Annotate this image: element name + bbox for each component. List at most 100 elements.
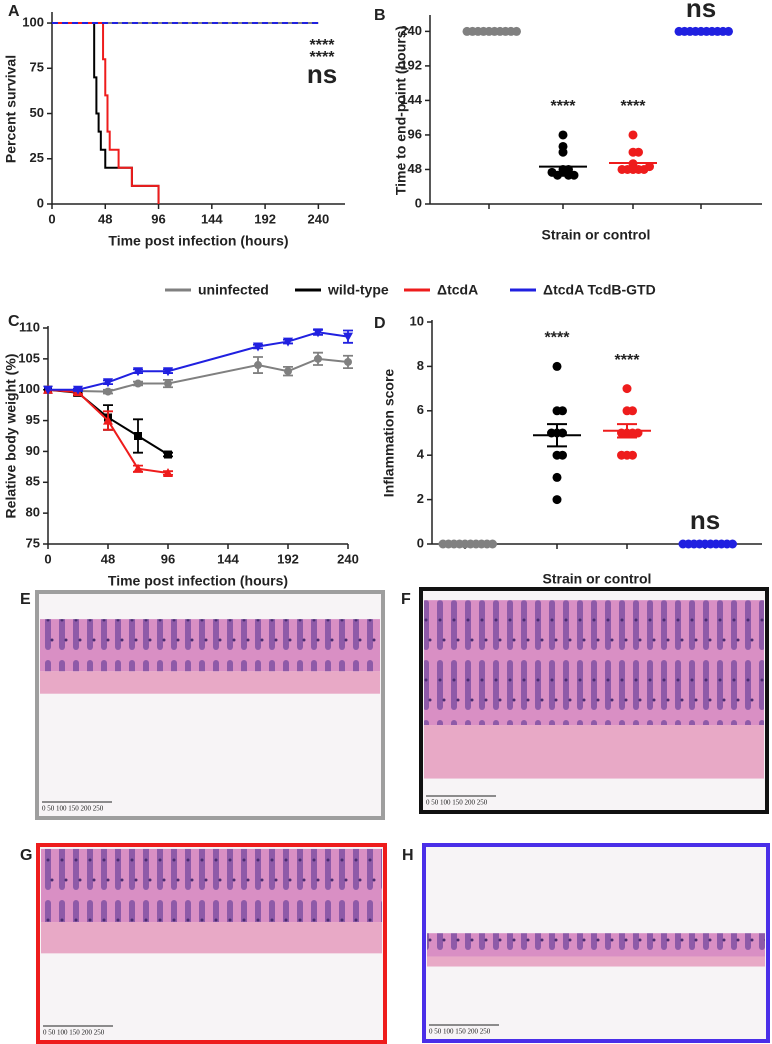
marker <box>103 415 113 425</box>
marker <box>73 385 83 395</box>
y-tick-label: 2 <box>417 491 424 506</box>
y-tick-label: 95 <box>26 412 40 427</box>
data-point <box>628 130 638 140</box>
weight-line <box>47 388 169 475</box>
x-axis-label: Strain or control <box>542 227 651 243</box>
y-tick-label: 144 <box>400 92 422 107</box>
data-point <box>728 539 737 549</box>
y-tick-label: 96 <box>408 126 422 141</box>
marker <box>313 328 323 338</box>
data-point <box>634 147 643 157</box>
y-tick-label: 48 <box>408 161 422 176</box>
marker <box>43 385 53 395</box>
tissue-submucosa <box>41 922 382 954</box>
marker <box>103 378 113 388</box>
x-tick-label: 192 <box>277 551 299 566</box>
data-point <box>438 539 448 549</box>
y-tick-label: 240 <box>400 23 422 38</box>
panel-label: F <box>401 591 411 608</box>
x-tick-label: 192 <box>254 211 276 226</box>
scale-label: 0 50 100 150 200 250 <box>426 799 488 807</box>
marker <box>254 361 262 370</box>
significance: **** <box>615 352 641 369</box>
y-tick-label: 90 <box>26 443 40 458</box>
y-tick-label: 85 <box>26 474 40 489</box>
y-tick-label: 50 <box>30 105 44 120</box>
significance: ns <box>307 59 337 89</box>
marker <box>283 337 293 347</box>
tissue-crypts <box>424 600 764 726</box>
x-tick-label: 0 <box>48 211 55 226</box>
y-tick-label: 4 <box>417 447 425 462</box>
marker <box>134 379 142 388</box>
tissue-crypts <box>427 933 765 957</box>
y-tick-label: 0 <box>415 195 422 210</box>
y-tick-label: 10 <box>410 313 424 328</box>
y-axis-label: Time to end-point (hours) <box>393 26 409 195</box>
data-point <box>558 450 567 460</box>
data-point <box>558 130 568 140</box>
y-tick-label: 75 <box>26 535 40 550</box>
image-border <box>36 843 387 1044</box>
significance: **** <box>310 37 336 54</box>
legend-label: wild-type <box>327 282 389 298</box>
y-tick-label: 100 <box>18 381 40 396</box>
data-point <box>552 361 562 371</box>
scale-label: 0 50 100 150 200 250 <box>42 805 104 813</box>
marker <box>104 387 112 396</box>
y-tick-label: 25 <box>30 150 44 165</box>
y-tick-label: 8 <box>417 358 424 373</box>
survival-curve <box>52 22 160 204</box>
x-tick-label: 144 <box>217 551 239 566</box>
x-tick-label: 96 <box>151 211 165 226</box>
data-point <box>724 26 733 36</box>
y-axis-label: Relative body weight (%) <box>3 354 19 519</box>
data-point <box>488 539 497 549</box>
y-tick-label: 192 <box>400 57 422 72</box>
y-tick-label: 100 <box>22 14 44 29</box>
marker <box>163 367 173 377</box>
x-axis-label: Time post infection (hours) <box>108 573 288 589</box>
panel-label: H <box>402 847 414 864</box>
x-tick-label: 48 <box>101 551 115 566</box>
x-axis-label: Time post infection (hours) <box>108 233 288 249</box>
data-point <box>617 450 626 460</box>
micrograph: 0 50 100 150 200 250 <box>419 587 769 814</box>
data-point <box>678 539 688 549</box>
legend-label: ΔtcdA TcdB-GTD <box>543 282 656 298</box>
x-tick-label: 0 <box>44 551 51 566</box>
x-tick-label: 240 <box>337 551 359 566</box>
legend-label: uninfected <box>198 282 269 298</box>
marker <box>133 367 143 377</box>
marker <box>343 332 353 342</box>
data-point <box>512 26 521 36</box>
data-point <box>617 164 627 174</box>
significance: **** <box>551 98 577 115</box>
panel-label: G <box>20 847 32 864</box>
image-border <box>422 843 770 1043</box>
marker <box>284 367 292 376</box>
data-point <box>552 495 562 505</box>
x-tick-label: 240 <box>308 211 330 226</box>
micrograph: 0 50 100 150 200 250 <box>422 843 770 1043</box>
marker <box>344 357 352 366</box>
data-point <box>569 170 579 180</box>
x-tick-label: 96 <box>161 551 175 566</box>
y-axis-label: Percent survival <box>3 55 19 163</box>
significance: ns <box>686 0 716 23</box>
panel-label: B <box>374 7 386 24</box>
panel-label: D <box>374 315 386 332</box>
tissue-submucosa <box>424 725 764 779</box>
tissue-submucosa <box>427 956 765 967</box>
x-tick-label: 144 <box>201 211 223 226</box>
marker <box>253 342 263 352</box>
x-tick-label: 48 <box>98 211 112 226</box>
error-bar <box>617 423 637 439</box>
data-point <box>547 167 557 177</box>
y-tick-label: 80 <box>26 505 40 520</box>
image-border <box>419 587 769 814</box>
marker <box>163 468 173 478</box>
data-point <box>645 162 654 172</box>
tissue-crypts <box>41 848 382 923</box>
data-point <box>628 406 637 416</box>
